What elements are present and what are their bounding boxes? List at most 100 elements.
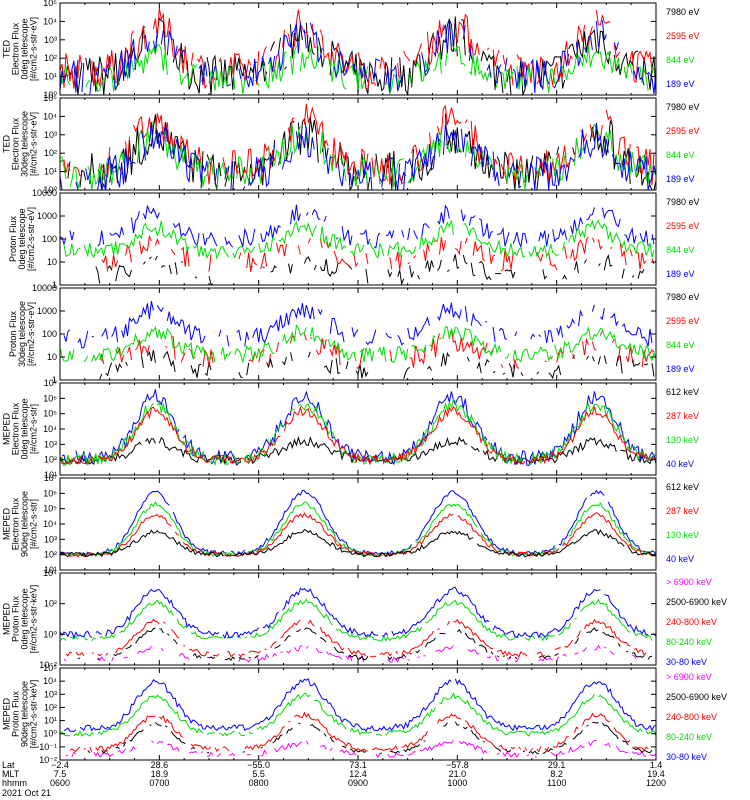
y-axis-label: Proton Flux [8,215,18,262]
x-row-label: 2021 Oct 21 [2,788,51,798]
y-tick-label: 10⁴ [43,676,57,686]
y-tick-label: 1000 [37,211,57,221]
y-axis-label: Electron Flux [11,117,21,170]
panel-4: 1 10 100 1000 10000 Proton Flux 30deg telescop… [8,283,700,385]
legend-entry: 189 eV [666,269,695,279]
y-axis-label: 30deg telescope [20,111,30,177]
x-row-label: MLT [2,769,20,779]
legend-entry: 189 eV [666,174,695,184]
legend-entry: 130 keV [666,435,699,445]
legend-entry: 40 keV [666,554,694,564]
y-tick-label: 10² [44,550,57,560]
y-tick-label: 10⁰ [43,90,57,100]
y-axis-label: MEPED [2,508,12,541]
y-tick-label: 10¹ [44,72,57,82]
series-8-4 [59,692,657,737]
panel-7: 10⁻² 10⁰ 10² 10⁴ MEPED Proton Flux 0deg telesc… [2,568,728,670]
x-tick-mlt: 7.5 [54,769,67,779]
series-1-4 [59,19,657,95]
x-tick-mlt: 21.0 [449,769,467,779]
x-tick-lat: 29.1 [548,760,566,770]
y-tick-label: 100 [42,234,57,244]
x-row-label: Lat [2,760,15,770]
y-tick-label: 1 [52,375,57,385]
y-tick-label: 10³ [44,534,57,544]
panel-2: 10⁰ 10¹ 10² 10³ 10⁴ 10⁵ TED Electron Flux 30deg … [2,93,700,195]
y-tick-label: 10² [44,455,57,465]
series-5-2 [61,389,657,467]
legend-entry: 844 eV [666,55,695,65]
y-tick-label: 10⁻¹ [39,742,57,752]
panel-frame [59,382,657,476]
x-axis: −2.47.5060028.618.90700−55.05.5080073.11… [2,3,666,798]
y-tick-label: 10 [47,257,57,267]
panel-3: 1 10 100 1000 10000 Proton Flux 0deg telescope… [8,188,700,290]
series-6-3 [59,512,657,558]
y-tick-label: 10¹ [44,470,57,480]
legend-entry: 30-80 keV [666,752,707,762]
series-3-1 [96,254,654,284]
series-4-2 [99,329,655,369]
x-tick-lat: 28.6 [151,760,169,770]
series-8-1 [65,739,657,759]
x-tick-lat: −57.8 [446,760,469,770]
x-tick-hhmm: 1000 [447,778,467,788]
x-tick-lat: 1.4 [650,760,663,770]
y-axis-label: Proton Flux [8,310,18,357]
y-tick-label: 1 [52,280,57,290]
y-tick-label: 1000 [37,306,57,316]
y-axis-label: TED [2,39,12,58]
series-7-4 [59,598,653,642]
x-tick-lat: −2.4 [51,760,69,770]
series-4-1 [99,350,655,380]
y-axis-label: [#/cm2-s-str-eV] [29,17,39,81]
series-1-3 [59,42,657,95]
legend-entry: 80-240 keV [666,732,712,742]
x-tick-mlt: 8.2 [550,769,563,779]
y-axis-label: MEPED [2,413,12,446]
x-tick-mlt: 12.4 [349,769,367,779]
series-8-5 [63,678,657,733]
y-axis-label: MEPED [2,603,12,636]
y-axis-label: 0deg telescope [20,588,30,649]
y-axis-label: [#/cm2-s-str-eV] [29,112,39,176]
series-7-3 [66,619,656,657]
y-tick-label: 10¹ [44,167,57,177]
x-tick-lat: 73.1 [349,760,367,770]
legend-entry: 2500-6900 keV [666,597,727,607]
panel-frame [59,287,657,381]
y-tick-label: 10000 [32,283,57,293]
x-tick-mlt: 5.5 [252,769,265,779]
panels: 10⁰ 10¹ 10² 10³ 10⁴ 10⁵ TED Electron Flux 0deg t… [2,0,728,765]
y-axis-label: MEPED [2,698,12,731]
y-tick-label: 10³ [44,35,57,45]
x-row-label: hhmm [2,778,27,788]
legend-entry: 844 eV [666,150,695,160]
y-axis-label: [#/cm2-s-str] [29,499,39,549]
y-tick-label: 10² [44,53,57,63]
x-tick-lat: −55.0 [247,760,270,770]
legend-entry: 612 keV [666,387,699,397]
y-tick-label: 10⁷ [44,473,57,483]
y-tick-label: 10⁵ [43,409,57,419]
y-tick-label: 10⁵ [43,93,57,103]
legend-entry: 2595 eV [666,126,700,136]
legend-entry: 189 eV [666,364,695,374]
legend-entry: 2595 eV [666,221,700,231]
y-axis-label: [#/cm2-s-str-keV] [29,585,39,654]
series-7-2 [77,627,653,662]
x-tick-hhmm: 0600 [50,778,70,788]
panel-6: 10¹ 10² 10³ 10⁴ 10⁵ 10⁶ 10⁷ MEPED Electron Flux 9… [2,473,700,575]
y-tick-label: 10⁷ [44,378,57,388]
legend-entry: > 6900 keV [666,577,712,587]
legend-entry: 40 keV [666,459,694,469]
y-axis-label: [#/cm2-s-str-eV] [26,302,36,366]
legend-entry: 612 keV [666,482,699,492]
panel-5: 10¹ 10² 10³ 10⁴ 10⁵ 10⁶ 10⁷ MEPED Electron Flux 0… [2,378,700,480]
y-axis-label: 0deg telescope [17,208,27,269]
x-tick-mlt: 18.9 [151,769,169,779]
panel-frame [59,477,657,571]
y-tick-label: 10⁴ [43,111,57,121]
y-tick-label: 10¹ [44,565,57,575]
series-5-4 [59,405,657,466]
